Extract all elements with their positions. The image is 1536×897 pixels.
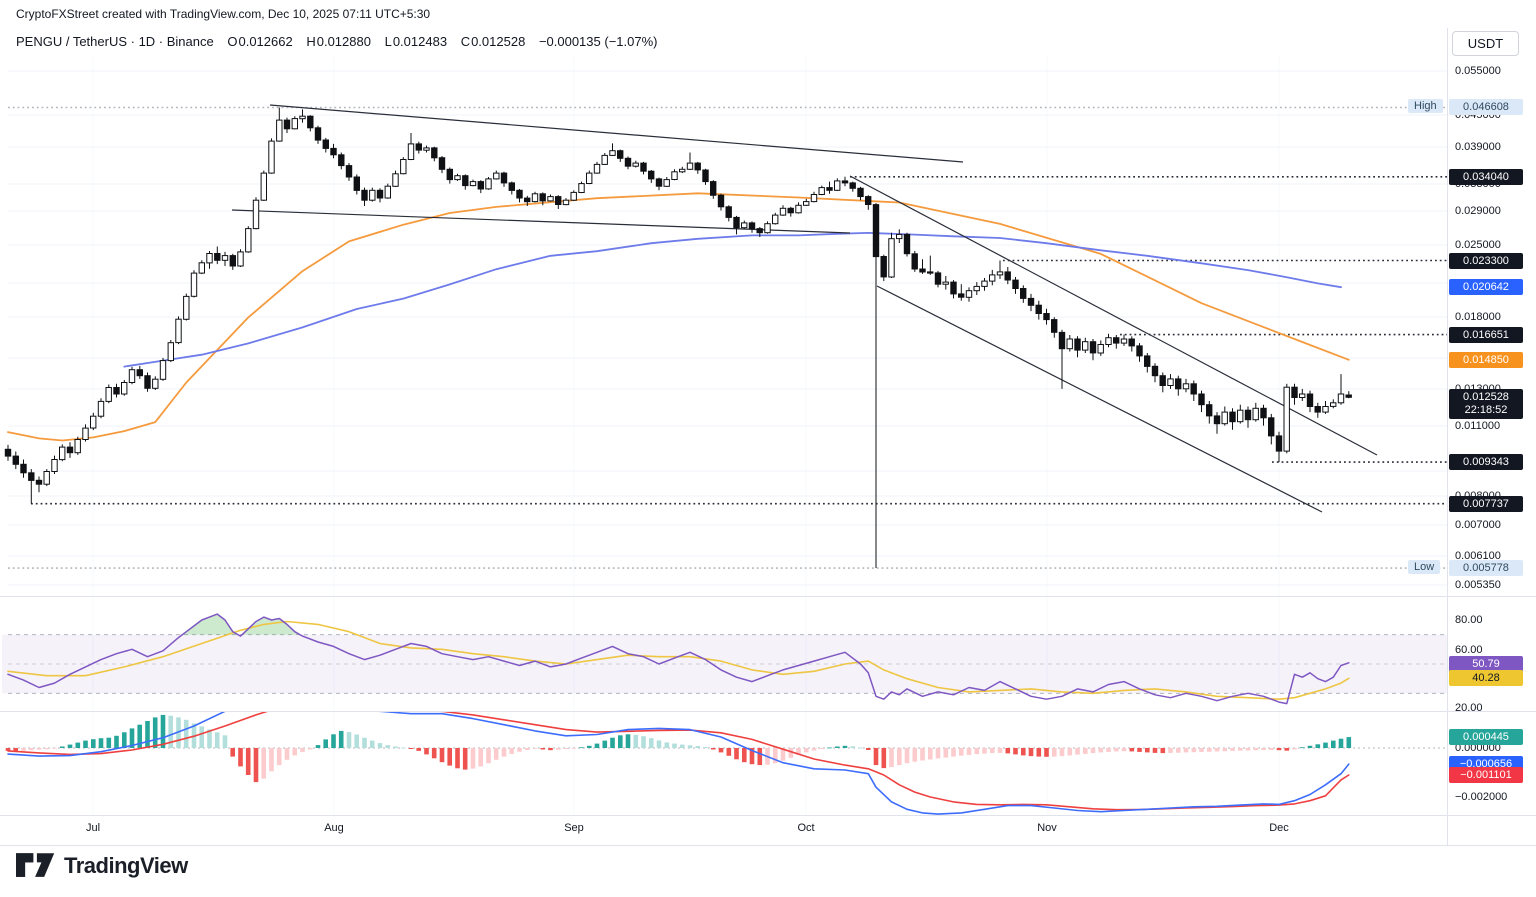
price-level-badge: 0.007737 bbox=[1449, 496, 1523, 512]
price-axis-label[interactable]: 0.005350 bbox=[1455, 579, 1501, 591]
macd-value-badge: 0.000445 bbox=[1449, 729, 1523, 745]
footer-brand: TradingView bbox=[16, 852, 188, 879]
symbol-title[interactable]: PENGU / TetherUS · 1D · Binance bbox=[16, 34, 214, 49]
price-level-badge: 0.012528 22:18:52 bbox=[1449, 389, 1523, 419]
ohlc-open-value: 0.012662 bbox=[238, 34, 293, 49]
price-axis-label[interactable]: 0.055000 bbox=[1455, 65, 1501, 77]
ohlc-high-value: 0.012880 bbox=[316, 34, 371, 49]
price-level-badge: 0.014850 bbox=[1449, 352, 1523, 368]
time-axis-month-label[interactable]: Nov bbox=[1037, 822, 1057, 834]
price-level-badge: 0.020642 bbox=[1449, 279, 1523, 295]
countdown-timer: 22:18:52 bbox=[1464, 404, 1508, 416]
tradingview-logo-icon bbox=[16, 853, 55, 877]
currency-toggle-button[interactable]: USDT bbox=[1452, 31, 1519, 56]
price-axis-label[interactable]: 0.025000 bbox=[1455, 239, 1501, 251]
price-axis-label[interactable]: 0.011000 bbox=[1455, 420, 1501, 432]
price-axis-label[interactable]: 0.029000 bbox=[1455, 205, 1501, 217]
attribution-text: CryptoFXStreet created with TradingView.… bbox=[16, 7, 431, 21]
price-level-badge: 0.023300 bbox=[1449, 253, 1523, 269]
time-axis-month-label[interactable]: Sep bbox=[564, 822, 584, 834]
price-level-badge: 0.016651 bbox=[1449, 327, 1523, 343]
rsi-value-badge: 50.79 bbox=[1449, 656, 1523, 672]
ohlc-open-label: O bbox=[227, 34, 238, 49]
price-level-badge: 0.034040 bbox=[1449, 169, 1523, 185]
macd-axis-label[interactable]: 0.000000 bbox=[1455, 742, 1501, 754]
price-level-badge: 0.046608 bbox=[1449, 99, 1523, 115]
ohlc-close-label: C bbox=[460, 34, 471, 49]
macd-value-badge: −0.001101 bbox=[1449, 767, 1523, 783]
rsi-value-badge: 40.28 bbox=[1449, 670, 1523, 686]
time-axis-month-label[interactable]: Aug bbox=[324, 822, 344, 834]
price-level-badge: 0.005778 bbox=[1449, 560, 1523, 576]
ohlc-close-value: 0.012528 bbox=[471, 34, 526, 49]
rsi-axis-label[interactable]: 60.00 bbox=[1455, 644, 1483, 656]
price-level-badge: 0.009343 bbox=[1449, 454, 1523, 470]
ohlc-low-value: 0.012483 bbox=[392, 34, 448, 49]
price-axis-label[interactable]: 0.018000 bbox=[1455, 311, 1501, 323]
ohlc-high-label: H bbox=[306, 34, 316, 49]
low-marker-label: Low bbox=[1408, 560, 1441, 574]
price-pane bbox=[4, 104, 1447, 569]
tradingview-logo-text: TradingView bbox=[64, 852, 188, 878]
price-axis-label[interactable]: 0.039000 bbox=[1455, 141, 1501, 153]
rsi-axis-label[interactable]: 80.00 bbox=[1455, 614, 1483, 626]
rsi-axis-label[interactable]: 20.00 bbox=[1455, 702, 1483, 714]
time-axis-month-label[interactable]: Dec bbox=[1269, 822, 1289, 834]
price-change: −0.000135 (−1.07%) bbox=[538, 34, 658, 49]
time-axis-month-label[interactable]: Oct bbox=[797, 822, 815, 834]
price-axis-label[interactable]: 0.007000 bbox=[1455, 519, 1501, 531]
macd-pane bbox=[5, 712, 1447, 815]
time-axis-month-label[interactable]: Jul bbox=[85, 822, 101, 834]
macd-axis-label[interactable]: −0.002000 bbox=[1455, 791, 1508, 803]
symbol-title-row: PENGU / TetherUS · 1D · Binance O0.01266… bbox=[16, 34, 657, 49]
price-axis-label[interactable]: 0.006100 bbox=[1455, 550, 1501, 562]
ohlc-low-label: L bbox=[384, 34, 392, 49]
high-marker-label: High bbox=[1408, 99, 1443, 113]
rsi-pane bbox=[2, 613, 1447, 705]
